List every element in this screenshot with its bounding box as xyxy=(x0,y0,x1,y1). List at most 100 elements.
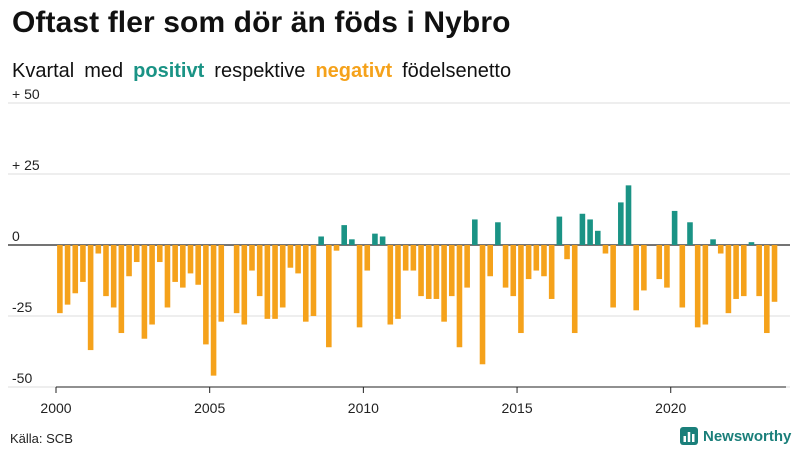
chart-subtitle: Kvartal med positivt respektive negativt föde… xyxy=(12,60,521,83)
bar xyxy=(103,245,109,297)
bar xyxy=(748,242,755,245)
bar xyxy=(564,245,570,260)
bar xyxy=(679,245,686,308)
bar xyxy=(710,239,716,245)
bar-chart-icon xyxy=(680,427,698,445)
bar xyxy=(764,245,770,334)
subtitle-word-respektive: respektive xyxy=(214,60,306,82)
bar xyxy=(502,245,509,288)
y-tick-label: -50 xyxy=(12,370,32,386)
bar xyxy=(349,239,355,245)
brand-name: Newsworthy xyxy=(703,427,792,445)
y-tick-label: 0 xyxy=(12,228,20,244)
bar xyxy=(410,245,417,271)
bar xyxy=(594,230,601,245)
bar xyxy=(379,236,386,245)
bar xyxy=(448,245,455,297)
bar xyxy=(402,245,409,271)
bar xyxy=(579,213,586,245)
bar xyxy=(372,233,378,245)
bar xyxy=(533,245,540,271)
brand-logo[interactable]: Newsworthy xyxy=(680,427,791,445)
bar xyxy=(472,219,478,245)
subtitle-positive-label: positivt xyxy=(133,60,205,82)
bar xyxy=(295,245,301,274)
subtitle-word-kvartal: Kvartal xyxy=(12,60,75,82)
bar xyxy=(218,245,225,322)
source-label: Källa: SCB xyxy=(10,431,73,446)
bar xyxy=(164,245,171,308)
bar xyxy=(656,245,663,280)
bar xyxy=(364,245,371,271)
bar xyxy=(687,222,693,245)
bar xyxy=(64,245,71,305)
y-tick-label: + 50 xyxy=(12,86,40,102)
bar xyxy=(395,245,401,319)
bar xyxy=(264,245,271,319)
bar xyxy=(149,245,155,325)
bar xyxy=(702,245,709,325)
bar xyxy=(302,245,309,322)
bar xyxy=(203,245,209,345)
bar xyxy=(87,245,94,351)
bar xyxy=(80,245,86,282)
bar xyxy=(602,245,609,254)
bar xyxy=(664,245,670,288)
bar xyxy=(671,210,678,245)
bar xyxy=(310,245,317,316)
bar xyxy=(756,245,762,297)
x-tick-label: 2015 xyxy=(501,400,532,416)
bar xyxy=(495,222,501,245)
bar xyxy=(126,245,132,277)
bar xyxy=(556,216,563,245)
bar xyxy=(571,245,578,334)
bar xyxy=(548,245,555,299)
bar xyxy=(272,245,278,319)
bar xyxy=(740,245,747,297)
bar xyxy=(725,245,732,314)
bar xyxy=(141,245,148,339)
bar xyxy=(118,245,125,334)
bar xyxy=(256,245,263,297)
bar xyxy=(133,245,140,263)
bar xyxy=(464,245,470,288)
bar xyxy=(541,245,547,277)
bar xyxy=(641,245,647,291)
bar xyxy=(195,245,201,285)
bar xyxy=(210,245,217,376)
bar xyxy=(610,245,616,308)
bar xyxy=(479,245,486,365)
bar xyxy=(241,245,248,325)
bar xyxy=(172,245,178,282)
bar xyxy=(717,245,724,254)
bar xyxy=(279,245,286,308)
bar xyxy=(425,245,432,299)
subtitle-word-fodelsenetto: födelsenetto xyxy=(402,60,512,82)
subtitle-word-med: med xyxy=(84,60,124,82)
bar xyxy=(510,245,517,297)
bar xyxy=(156,245,163,263)
bar xyxy=(587,219,593,245)
bar xyxy=(187,245,194,274)
bar xyxy=(387,245,394,325)
bar xyxy=(341,225,347,245)
bar xyxy=(287,245,294,268)
bar xyxy=(110,245,117,308)
x-tick-label: 2020 xyxy=(655,400,686,416)
bar xyxy=(333,245,340,251)
bar xyxy=(456,245,463,348)
x-tick-label: 2010 xyxy=(348,400,379,416)
bar xyxy=(233,245,240,314)
x-tick-label: 2000 xyxy=(40,400,71,416)
bar xyxy=(525,245,532,280)
bar xyxy=(95,245,102,254)
bar xyxy=(326,245,332,348)
bar xyxy=(487,245,493,277)
bar xyxy=(57,245,63,314)
axis-layer: + 50 + 25 0 -25 -50 2000 2005 2010 2015 2020 xyxy=(12,86,786,416)
bar xyxy=(356,245,363,328)
bar xyxy=(433,245,440,299)
bar xyxy=(518,245,524,334)
bars-layer xyxy=(57,185,778,376)
